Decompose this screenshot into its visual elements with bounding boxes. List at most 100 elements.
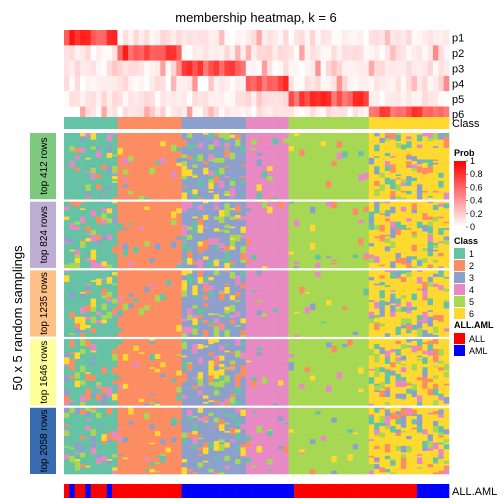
- matrix-cell: [443, 328, 450, 332]
- matrix-cell: [181, 375, 188, 383]
- matrix-cell: [90, 316, 97, 324]
- matrix-cell: [358, 375, 364, 378]
- matrix-cell: [176, 339, 182, 342]
- matrix-cell: [293, 176, 300, 180]
- prob-cell: [358, 106, 364, 123]
- prob-cell: [390, 91, 396, 107]
- matrix-cell: [101, 226, 108, 231]
- matrix-cell: [342, 347, 348, 353]
- matrix-cell: [96, 184, 102, 190]
- matrix-cell: [299, 189, 305, 197]
- matrix-cell: [106, 256, 113, 259]
- class-cell: [133, 117, 140, 129]
- matrix-cell: [277, 234, 284, 241]
- matrix-cell: [160, 254, 166, 260]
- matrix-cell: [443, 277, 450, 279]
- matrix-cell: [406, 205, 412, 211]
- matrix-cell: [293, 372, 300, 375]
- matrix-cell: [368, 377, 375, 385]
- matrix-cell: [309, 214, 316, 221]
- matrix-cell: [320, 194, 327, 200]
- matrix-cell: [347, 349, 354, 351]
- matrix-cell: [96, 278, 102, 286]
- matrix-cell: [160, 167, 166, 172]
- matrix-cell: [331, 281, 338, 289]
- matrix-cell: [186, 209, 193, 214]
- matrix-cell: [213, 326, 220, 334]
- matrix-cell: [149, 340, 156, 345]
- matrix-cell: [416, 144, 423, 149]
- matrix-cell: [149, 195, 156, 200]
- matrix-cell: [160, 355, 166, 360]
- matrix-cell: [96, 223, 102, 226]
- matrix-cell: [229, 328, 236, 334]
- prob-cell: [363, 106, 370, 123]
- matrix-cell: [251, 303, 257, 311]
- matrix-cell: [438, 206, 444, 211]
- matrix-cell: [304, 167, 311, 175]
- matrix-cell: [176, 288, 182, 291]
- matrix-cell: [400, 179, 407, 183]
- matrix-cell: [176, 321, 182, 326]
- matrix-cell: [213, 238, 220, 244]
- matrix-cell: [352, 362, 359, 370]
- matrix-cell: [283, 238, 289, 244]
- matrix-cell: [422, 316, 428, 324]
- matrix-cell: [368, 390, 375, 396]
- matrix-cell: [85, 393, 92, 401]
- matrix-cell: [117, 239, 124, 244]
- matrix-cell: [176, 298, 182, 301]
- matrix-cell: [112, 328, 118, 332]
- matrix-cell: [117, 137, 124, 142]
- matrix-cell: [261, 177, 268, 183]
- matrix-cell: [363, 218, 370, 221]
- matrix-cell: [320, 340, 327, 345]
- matrix-cell: [272, 262, 279, 265]
- matrix-cell: [331, 149, 338, 154]
- matrix-cell: [288, 146, 295, 152]
- matrix-cell: [128, 368, 134, 375]
- matrix-cell: [74, 303, 81, 311]
- matrix-cell: [128, 203, 134, 209]
- matrix-cell: [170, 316, 177, 319]
- matrix-cell: [272, 197, 279, 200]
- matrix-cell: [406, 201, 412, 206]
- matrix-cell: [117, 400, 124, 406]
- matrix-cell: [160, 157, 166, 165]
- matrix-cell: [133, 290, 140, 296]
- matrix-cell: [128, 277, 134, 281]
- matrix-cell: [347, 195, 354, 200]
- matrix-cell: [229, 238, 236, 241]
- matrix-cell: [315, 367, 321, 373]
- prob-cell: [288, 45, 295, 61]
- matrix-cell: [154, 239, 161, 242]
- matrix-cell: [299, 353, 305, 360]
- matrix-cell: [186, 301, 193, 304]
- matrix-cell: [170, 272, 177, 278]
- class-cell: [283, 117, 289, 129]
- matrix-cell: [101, 219, 108, 226]
- matrix-cell: [293, 285, 300, 293]
- matrix-cell: [224, 201, 231, 204]
- matrix-cell: [90, 192, 97, 198]
- matrix-cell: [336, 325, 343, 329]
- matrix-cell: [149, 293, 156, 299]
- matrix-cell: [133, 221, 140, 224]
- matrix-cell: [267, 228, 273, 236]
- matrix-cell: [342, 310, 348, 318]
- matrix-cell: [379, 137, 386, 144]
- matrix-cell: [160, 378, 166, 386]
- prob-cell: [133, 45, 140, 61]
- matrix-cell: [374, 249, 380, 254]
- matrix-cell: [427, 293, 434, 299]
- matrix-cell: [400, 239, 407, 244]
- matrix-cell: [117, 367, 124, 371]
- prob-cell: [197, 106, 204, 123]
- matrix-cell: [165, 358, 172, 366]
- matrix-cell: [192, 139, 198, 145]
- matrix-cell: [288, 177, 295, 183]
- matrix-cell: [272, 243, 279, 247]
- matrix-cell: [208, 290, 215, 293]
- prob-cell: [224, 45, 231, 61]
- matrix-cell: [416, 189, 423, 197]
